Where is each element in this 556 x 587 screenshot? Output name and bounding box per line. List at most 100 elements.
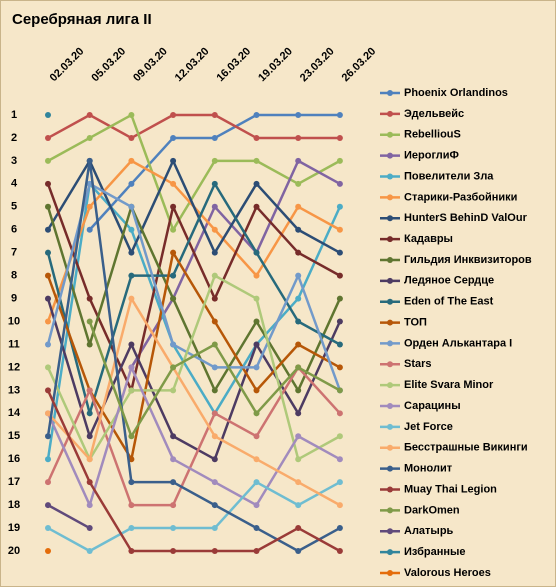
data-point [128, 157, 135, 164]
data-point [211, 433, 218, 440]
series-line [47, 504, 91, 530]
data-point [45, 479, 51, 486]
data-point [86, 180, 93, 187]
series-line [130, 159, 341, 369]
data-point [45, 134, 51, 141]
data-point [170, 479, 177, 486]
legend-label: Jet Force [404, 421, 453, 433]
legend-marker [387, 236, 393, 243]
data-point [211, 479, 218, 486]
data-point [211, 502, 218, 509]
legend-marker [387, 570, 393, 576]
data-point [253, 295, 260, 302]
data-point [86, 387, 93, 394]
y-tick-label: 17 [8, 476, 20, 488]
legend-marker [387, 382, 393, 389]
legend-label: Избранные [404, 546, 466, 558]
data-point [170, 387, 177, 394]
data-point [336, 134, 343, 141]
data-point [45, 157, 51, 164]
legend-marker [387, 528, 393, 535]
data-point [211, 410, 218, 417]
data-point [128, 525, 135, 532]
data-point [86, 318, 93, 325]
legend-label: Muay Thai Legion [404, 483, 497, 495]
data-point [295, 226, 302, 233]
data-point [170, 272, 177, 279]
series-line [46, 298, 342, 461]
series-line [46, 251, 341, 461]
legend-label: ТОП [404, 316, 427, 328]
data-point [253, 502, 260, 509]
data-point [128, 433, 135, 440]
legend-label: Орден Алькантара I [404, 337, 512, 349]
data-point [128, 203, 135, 210]
data-point [170, 364, 177, 371]
data-point [211, 203, 218, 210]
legend-marker [387, 319, 393, 326]
y-tick-label: 15 [8, 430, 20, 442]
series-line [47, 480, 341, 553]
legend-label: Монолит [404, 463, 453, 475]
data-point [295, 410, 302, 417]
y-tick-label: 10 [8, 315, 20, 327]
data-point [86, 456, 93, 463]
y-tick-label: 6 [11, 224, 17, 236]
data-point [86, 112, 93, 118]
data-point [45, 456, 51, 463]
legend-label: Старики-Разбойники [404, 191, 517, 203]
series-line [46, 366, 341, 507]
data-point [253, 387, 260, 394]
y-tick-label: 7 [11, 247, 17, 259]
legend-label: Бесстрашные Викинги [404, 442, 528, 454]
data-point [295, 112, 302, 118]
data-point [211, 226, 218, 233]
data-point [211, 157, 218, 164]
data-point [295, 203, 302, 210]
legend-label: RebelliouS [404, 129, 461, 141]
series-line [47, 297, 341, 507]
data-point [336, 272, 343, 279]
data-point [45, 525, 51, 532]
data-point [336, 295, 343, 302]
data-point [128, 249, 135, 256]
legend-marker [387, 131, 393, 138]
legend-marker [387, 549, 393, 556]
data-point [336, 548, 343, 554]
legend-label: DarkOmen [404, 504, 460, 516]
data-point [211, 318, 218, 325]
data-point [45, 180, 51, 187]
data-point [45, 548, 51, 554]
y-tick-label: 19 [8, 522, 20, 534]
data-point [253, 341, 260, 348]
data-point [336, 341, 343, 348]
legend-label: Elite Svara Minor [404, 379, 494, 391]
data-point [86, 226, 93, 233]
y-tick-label: 5 [11, 201, 17, 213]
data-point [45, 433, 51, 440]
data-point [128, 502, 135, 509]
data-point [45, 502, 51, 509]
data-point [86, 525, 93, 532]
data-point [211, 180, 218, 187]
data-point [128, 295, 135, 302]
data-point [211, 364, 218, 371]
data-point [86, 433, 93, 440]
data-point [336, 180, 343, 187]
data-point [295, 387, 302, 394]
data-point [295, 157, 302, 164]
y-tick-label: 16 [8, 453, 20, 465]
data-point [295, 318, 302, 325]
data-point [170, 226, 177, 233]
data-point [128, 479, 135, 486]
data-point [170, 157, 177, 164]
data-point [253, 479, 260, 486]
data-point [45, 203, 51, 210]
legend-marker [387, 423, 393, 430]
series-line [46, 366, 341, 507]
data-point [128, 180, 135, 187]
legend-label: Алатырь [404, 525, 454, 537]
data-point [211, 456, 218, 463]
series-line [46, 182, 342, 460]
